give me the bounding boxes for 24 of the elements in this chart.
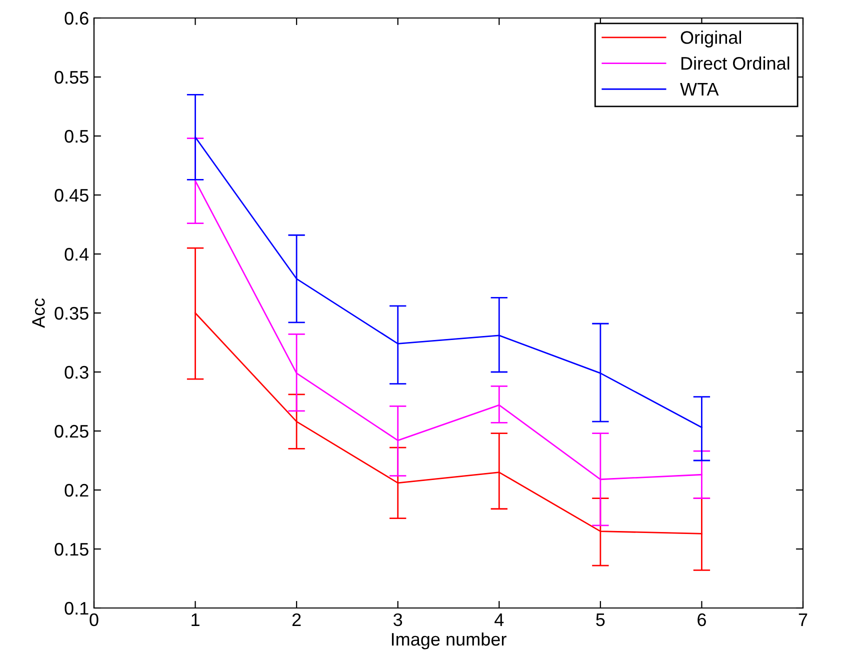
legend-label: Original — [680, 30, 742, 48]
y-tick-label: 0.4 — [64, 248, 89, 261]
y-tick-label: 0.2 — [64, 484, 88, 497]
legend-label: WTA — [680, 83, 719, 96]
x-tick-label: 1 — [192, 614, 200, 626]
legend-label: Direct Ordinal — [681, 56, 790, 70]
x-tick-label: 4 — [494, 614, 504, 626]
y-tick-label: 0.6 — [64, 12, 88, 25]
y-tick-label: 0.35 — [54, 306, 88, 320]
y-tick-label: 0.55 — [54, 70, 88, 84]
x-tick-label: 7 — [798, 614, 808, 626]
x-tick-label: 5 — [596, 614, 605, 626]
y-axis-title: Acc — [32, 298, 45, 328]
y-tick-label: 0.15 — [54, 542, 88, 556]
x-tick-label: 3 — [394, 613, 402, 626]
y-tick-label: 0.25 — [54, 424, 88, 438]
x-tick-label: 2 — [292, 613, 301, 626]
x-tick-label: 0 — [90, 613, 98, 626]
y-tick-label: 0.1 — [64, 602, 88, 615]
y-tick-label: 0.3 — [64, 366, 88, 379]
x-axis-title: Image number — [392, 632, 506, 650]
y-tick-label: 0.45 — [54, 188, 88, 202]
x-tick-label: 6 — [698, 613, 706, 626]
y-tick-label: 0.5 — [64, 130, 88, 143]
